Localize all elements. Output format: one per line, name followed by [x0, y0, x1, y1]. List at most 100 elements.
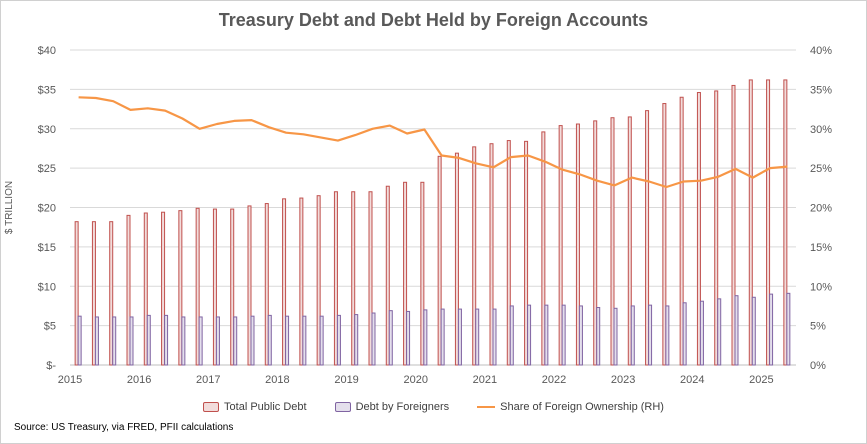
- bar-foreign-debt: [734, 295, 739, 366]
- x-tick-label: 2015: [58, 374, 82, 386]
- bar-foreign-debt: [475, 308, 480, 366]
- bar-foreign-debt: [112, 316, 117, 366]
- bar-foreign-debt: [77, 315, 82, 366]
- y2-tick-label: 0%: [810, 360, 826, 372]
- y2-tick-label: 10%: [810, 281, 832, 293]
- bar-foreign-debt: [336, 314, 341, 366]
- bar-foreign-debt: [544, 304, 549, 366]
- bar-total-debt: [109, 221, 114, 366]
- bar-foreign-debt: [527, 304, 532, 366]
- y-axis-title: $ TRILLION: [4, 181, 15, 234]
- bar-total-debt: [385, 185, 390, 366]
- legend: Total Public Debt Debt by Foreigners Sha…: [0, 401, 867, 413]
- bar-foreign-debt: [164, 314, 169, 366]
- line-group: [78, 96, 788, 189]
- bar-foreign-debt: [198, 316, 203, 366]
- bar-total-debt: [454, 152, 459, 366]
- bar-foreign-debt: [786, 292, 791, 366]
- bar-total-debt: [126, 214, 131, 366]
- bar-total-debt: [593, 120, 598, 366]
- bar-foreign-debt: [146, 314, 151, 366]
- bar-foreign-debt: [613, 307, 618, 366]
- bar-foreign-debt: [129, 316, 134, 366]
- bar-foreign-debt: [250, 315, 255, 366]
- bar-total-debt: [731, 84, 736, 366]
- y-tick-label: $15: [38, 242, 56, 254]
- y2-tick-label: 15%: [810, 242, 832, 254]
- bar-total-debt: [333, 191, 338, 366]
- bar-total-debt: [316, 195, 321, 366]
- bar-total-debt: [472, 146, 477, 366]
- bar-total-debt: [627, 116, 632, 366]
- legend-item-foreign-debt: Debt by Foreigners: [334, 401, 450, 413]
- bar-foreign-debt: [665, 305, 670, 366]
- x-tick-label: 2018: [265, 374, 289, 386]
- bar-total-debt: [264, 203, 269, 366]
- bar-foreign-debt: [648, 304, 653, 366]
- bar-total-debt: [161, 211, 166, 366]
- total-debt-swatch: [203, 402, 220, 412]
- y2-tick-label: 30%: [810, 124, 832, 136]
- bar-total-debt: [230, 208, 235, 366]
- bar-foreign-debt: [302, 315, 307, 366]
- y2-tick-label: 20%: [810, 203, 832, 215]
- chart-title: Treasury Debt and Debt Held by Foreign A…: [218, 10, 649, 30]
- bar-total-debt: [403, 181, 408, 366]
- x-tick-label: 2019: [334, 374, 358, 386]
- bar-total-debt: [558, 125, 563, 366]
- bar-foreign-debt: [319, 315, 324, 366]
- share-line: [78, 96, 788, 189]
- bar-total-debt: [783, 79, 788, 366]
- y2-tick-label: 35%: [810, 84, 832, 96]
- bar-total-debt: [91, 221, 96, 366]
- bar-foreign-debt: [682, 302, 687, 366]
- y2-tick-label: 40%: [810, 45, 832, 57]
- x-tick-label: 2017: [196, 374, 220, 386]
- bar-foreign-debt: [371, 312, 376, 366]
- bar-foreign-debt: [285, 315, 290, 366]
- bar-foreign-debt: [94, 316, 99, 366]
- bar-total-debt: [143, 212, 148, 366]
- legend-label-total-debt: Total Public Debt: [224, 401, 307, 413]
- bar-total-debt: [74, 221, 79, 366]
- bar-foreign-debt: [457, 308, 462, 366]
- bar-total-debt: [247, 205, 252, 366]
- bar-foreign-debt: [492, 308, 497, 366]
- bar-total-debt: [541, 131, 546, 366]
- right-axis-ticks: 0% 5% 10% 15% 20% 25% 30% 35% 40%: [810, 45, 832, 372]
- bar-total-debt: [299, 197, 304, 366]
- bar-total-debt: [524, 140, 529, 366]
- bar-foreign-debt: [440, 308, 445, 366]
- y2-tick-label: 5%: [810, 321, 826, 333]
- x-tick-label: 2024: [680, 374, 704, 386]
- bar-foreign-debt: [181, 316, 186, 366]
- bar-foreign-debt: [267, 314, 272, 366]
- x-tick-label: 2021: [473, 374, 497, 386]
- x-axis-ticks: 2015 2016 2017 2018 2019 2020 2021 2022 2023 2024…: [58, 374, 774, 386]
- foreign-debt-swatch: [334, 402, 351, 412]
- bar-total-debt: [714, 90, 719, 366]
- x-tick-label: 2016: [127, 374, 151, 386]
- bar-foreign-debt: [233, 316, 238, 366]
- bar-total-debt: [696, 92, 701, 366]
- bars-group: [74, 79, 791, 366]
- bar-total-debt: [195, 207, 200, 366]
- y-tick-label: $10: [38, 281, 56, 293]
- bar-foreign-debt: [630, 305, 635, 366]
- legend-label-foreign-debt: Debt by Foreigners: [355, 401, 450, 413]
- y-tick-label: $30: [38, 124, 56, 136]
- left-axis-ticks: $- $5 $10 $15 $20 $25 $30 $35 $40: [38, 45, 57, 372]
- source-note: Source: US Treasury, via FRED, PFII calc…: [14, 422, 234, 433]
- share-line-swatch: [477, 406, 496, 408]
- x-tick-label: 2022: [542, 374, 566, 386]
- bar-foreign-debt: [751, 296, 756, 366]
- y-tick-label: $5: [44, 321, 56, 333]
- bar-foreign-debt: [215, 316, 220, 366]
- legend-item-total-debt: Total Public Debt: [203, 401, 307, 413]
- bar-total-debt: [212, 208, 217, 366]
- bar-foreign-debt: [578, 305, 583, 366]
- bar-total-debt: [645, 110, 650, 366]
- x-tick-label: 2025: [749, 374, 773, 386]
- bar-total-debt: [437, 155, 442, 366]
